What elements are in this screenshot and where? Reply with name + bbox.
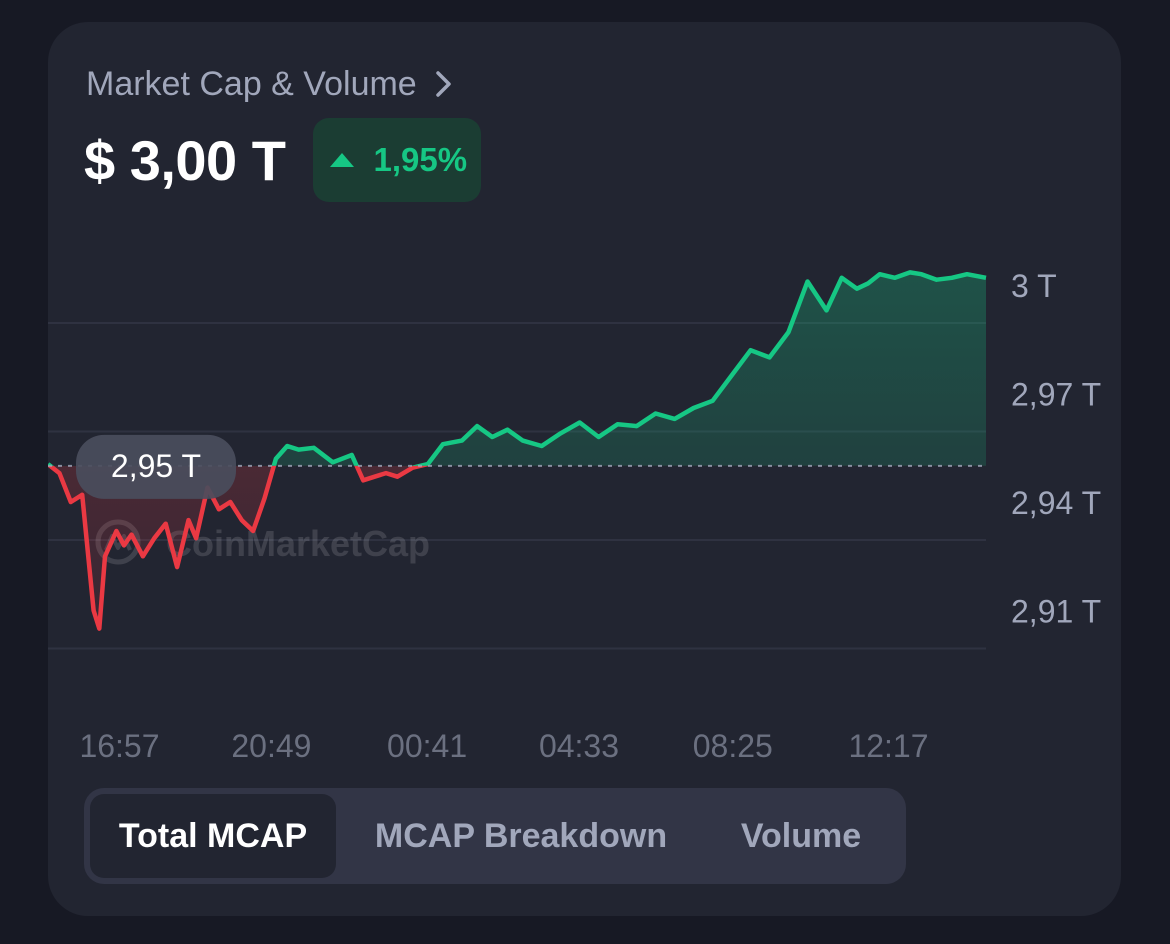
x-axis-tick-label: 20:49: [231, 728, 311, 764]
x-axis-tick-label: 16:57: [79, 728, 159, 764]
x-axis-tick-label: 04:33: [539, 728, 619, 764]
y-axis-tick-label: 2,94 T: [1011, 485, 1101, 521]
x-axis-tick-label: 08:25: [693, 728, 773, 764]
market-cap-card: Market Cap & Volume $ 3,00 T 1,95%: [48, 22, 1121, 916]
value-row: $ 3,00 T 1,95%: [84, 118, 482, 202]
market-cap-chart: CoinMarketCap 2,95 T 3 T 2,97 T 2,94 T 2,91…: [48, 268, 1101, 764]
series-line-down: [48, 465, 430, 631]
area-above-baseline: [48, 272, 986, 466]
x-axis-tick-label: 12:17: [848, 728, 928, 764]
card-title: Market Cap & Volume: [86, 64, 417, 103]
y-axis-tick-label: 2,91 T: [1011, 594, 1101, 630]
y-axis-tick-label: 3 T: [1011, 268, 1057, 304]
chart-tabs: Total MCAP MCAP Breakdown Volume: [84, 788, 906, 884]
tab-mcap-breakdown[interactable]: MCAP Breakdown: [374, 816, 668, 855]
market-cap-value: $ 3,00 T: [84, 128, 286, 192]
triangle-up-icon: [330, 153, 355, 167]
baseline-label: 2,95 T: [76, 434, 236, 499]
x-axis-tick-label: 00:41: [387, 728, 467, 764]
baseline-label-text: 2,95 T: [111, 448, 201, 484]
change-percent: 1,95%: [373, 141, 468, 178]
market-cap-volume-link[interactable]: Market Cap & Volume: [86, 62, 455, 106]
change-badge: 1,95%: [313, 118, 482, 202]
series-line-up: [48, 270, 987, 466]
chevron-right-icon: [435, 71, 451, 97]
y-axis-tick-label: 2,97 T: [1011, 377, 1101, 413]
tab-total-mcap[interactable]: Total MCAP: [90, 794, 336, 878]
watermark-text: CoinMarketCap: [166, 523, 430, 564]
tab-volume[interactable]: Volume: [740, 816, 862, 855]
